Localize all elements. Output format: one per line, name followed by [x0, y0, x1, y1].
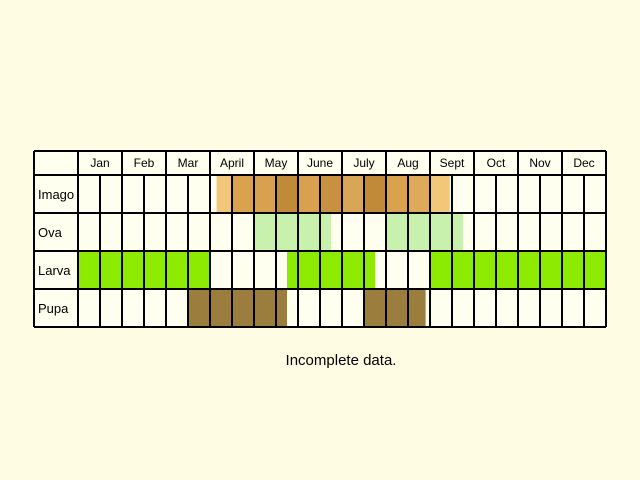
- stage-label-ova: Ova: [38, 225, 63, 240]
- month-label-aug: Aug: [397, 156, 418, 170]
- month-label-nov: Nov: [529, 156, 550, 170]
- month-label-mar: Mar: [178, 156, 199, 170]
- period-bar-imago-6: [342, 175, 364, 213]
- month-label-april: April: [220, 156, 244, 170]
- month-label-oct: Oct: [487, 156, 506, 170]
- month-label-may: May: [265, 156, 288, 170]
- period-bar-imago-10: [430, 175, 450, 213]
- month-label-feb: Feb: [134, 156, 155, 170]
- period-bar-imago-7: [364, 175, 386, 213]
- period-bar-larva-1: [287, 251, 375, 289]
- month-label-july: July: [353, 156, 374, 170]
- month-label-sept: Sept: [440, 156, 465, 170]
- month-label-jan: Jan: [90, 156, 109, 170]
- period-bar-imago-5: [320, 175, 342, 213]
- period-bar-imago-3: [276, 175, 298, 213]
- period-bar-imago-4: [298, 175, 320, 213]
- period-bar-ova-1: [386, 213, 463, 251]
- stage-label-imago: Imago: [38, 187, 74, 202]
- month-label-dec: Dec: [573, 156, 594, 170]
- month-label-june: June: [307, 156, 333, 170]
- stage-label-pupa: Pupa: [38, 301, 69, 316]
- period-bar-imago-9: [408, 175, 430, 213]
- note-text: Incomplete data.: [285, 352, 397, 369]
- stage-label-larva: Larva: [38, 263, 71, 278]
- period-bar-pupa-1: [364, 289, 426, 327]
- period-bar-imago-0: [216, 175, 232, 213]
- period-bar-imago-2: [254, 175, 276, 213]
- period-bar-ova-0: [254, 213, 331, 251]
- period-bar-pupa-0: [188, 289, 287, 327]
- period-bar-imago-8: [386, 175, 408, 213]
- period-bar-imago-1: [232, 175, 254, 213]
